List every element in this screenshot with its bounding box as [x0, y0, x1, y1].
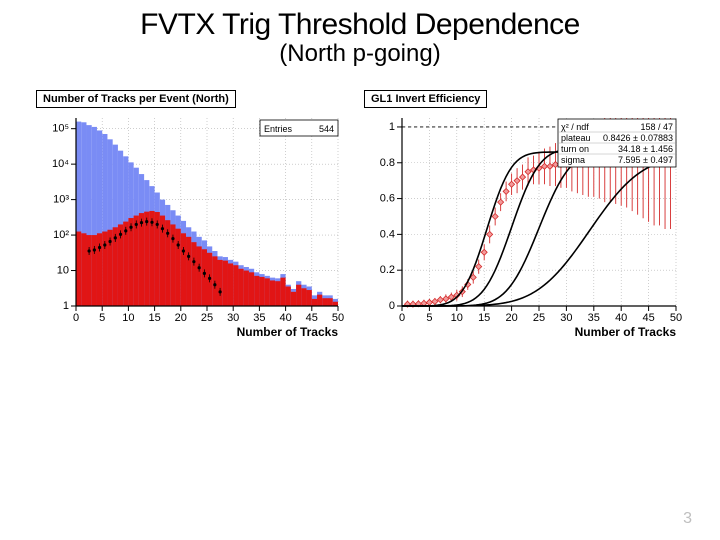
svg-text:40: 40 [279, 312, 291, 324]
left-chart-title: Number of Tracks per Event (North) [36, 90, 236, 108]
svg-text:1: 1 [389, 121, 395, 133]
left-chart: Number of Tracks per Event (North) 0 5 10 1… [36, 90, 346, 340]
svg-text:sigma: sigma [561, 155, 585, 165]
svg-text:0.2: 0.2 [380, 264, 395, 276]
svg-text:30: 30 [560, 312, 572, 324]
svg-text:10²: 10² [53, 229, 69, 241]
right-chart-svg: 0 5 10 15 20 25 30 35 40 45 50 0 0.2 0.4 0.6 0.8 1 Number… [364, 110, 684, 340]
svg-text:15: 15 [478, 312, 490, 324]
svg-text:45: 45 [306, 312, 318, 324]
svg-text:turn on: turn on [561, 144, 589, 154]
svg-text:0.8: 0.8 [380, 157, 395, 169]
svg-text:30: 30 [227, 312, 239, 324]
svg-text:0.6: 0.6 [380, 193, 395, 205]
svg-text:35: 35 [588, 312, 600, 324]
svg-text:5: 5 [99, 312, 105, 324]
svg-text:plateau: plateau [561, 133, 591, 143]
svg-text:0: 0 [389, 300, 395, 312]
page-subtitle: (North p-going) [0, 40, 720, 68]
svg-text:10⁴: 10⁴ [52, 158, 69, 170]
svg-text:10: 10 [57, 265, 69, 277]
svg-text:35: 35 [253, 312, 265, 324]
svg-text:544: 544 [319, 124, 334, 134]
chart-row: Number of Tracks per Event (North) 05101… [0, 90, 720, 340]
svg-text:0: 0 [399, 312, 405, 324]
svg-text:45: 45 [642, 312, 654, 324]
svg-text:25: 25 [201, 312, 213, 324]
svg-text:50: 50 [332, 312, 344, 324]
svg-text:10: 10 [122, 312, 134, 324]
svg-text:1: 1 [63, 300, 69, 312]
right-chart: GL1 Invert Efficiency 051015202530354045… [364, 90, 684, 340]
svg-text:Number of Tracks: Number of Tracks [575, 325, 677, 339]
svg-text:15: 15 [148, 312, 160, 324]
svg-text:χ² / ndf: χ² / ndf [561, 122, 589, 132]
svg-text:20: 20 [505, 312, 517, 324]
svg-text:10: 10 [451, 312, 463, 324]
svg-text:158 / 47: 158 / 47 [640, 122, 673, 132]
page-title: FVTX Trig Threshold Dependence [0, 8, 720, 42]
page-number: 3 [683, 510, 692, 528]
svg-text:10⁵: 10⁵ [52, 123, 69, 135]
svg-text:0.8426 ± 0.07883: 0.8426 ± 0.07883 [603, 133, 673, 143]
left-chart-svg: 0 5 10 15 20 25 30 35 40 45 50 1 10 10² 10³ 10⁴ 10⁵ Numbe… [36, 110, 346, 340]
svg-text:0: 0 [73, 312, 79, 324]
svg-text:0.4: 0.4 [380, 228, 395, 240]
svg-text:40: 40 [615, 312, 627, 324]
svg-text:25: 25 [533, 312, 545, 324]
svg-text:50: 50 [670, 312, 682, 324]
svg-text:Number of Tracks: Number of Tracks [237, 325, 339, 339]
svg-text:5: 5 [426, 312, 432, 324]
svg-text:7.595 ± 0.497: 7.595 ± 0.497 [618, 155, 673, 165]
right-chart-title: GL1 Invert Efficiency [364, 90, 487, 108]
svg-text:20: 20 [175, 312, 187, 324]
svg-text:Entries: Entries [264, 124, 293, 134]
svg-text:10³: 10³ [53, 194, 69, 206]
svg-text:34.18 ± 1.456: 34.18 ± 1.456 [618, 144, 673, 154]
